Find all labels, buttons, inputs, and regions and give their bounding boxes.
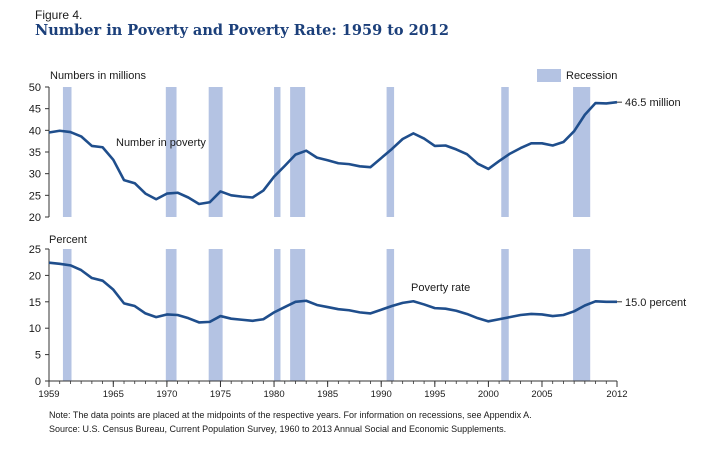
y-tick-label: 20: [29, 270, 41, 282]
recession-bar: [62, 87, 72, 217]
number-series-label: Number in poverty: [116, 137, 206, 149]
figure-title: Number in Poverty and Poverty Rate: 1959…: [35, 22, 449, 39]
recession-bar: [208, 249, 223, 381]
x-tick-label: 1970: [156, 389, 177, 400]
note-text: Note: The data points are placed at the …: [49, 410, 532, 420]
recession-bar: [274, 87, 281, 217]
recession-bar: [290, 249, 306, 381]
y-tick-label: 30: [29, 169, 41, 181]
x-tick-label: 1965: [103, 389, 124, 400]
y-tick-label: 15: [29, 297, 41, 309]
y-tick-label: 20: [29, 212, 41, 224]
recession-bar: [208, 87, 223, 217]
recession-bar: [573, 249, 591, 381]
recession-bar: [165, 87, 177, 217]
y-tick-label: 5: [35, 350, 41, 362]
recession-bar: [274, 249, 281, 381]
notes: Note: The data points are placed at the …: [49, 408, 532, 436]
recession-bar: [501, 87, 509, 217]
y-axis-title: Numbers in millions: [50, 70, 146, 82]
y-tick-label: 0: [35, 376, 41, 388]
rate-panel: 0 5 10 15 20 25 Percent Poverty rate 15.0 percen…: [29, 234, 686, 388]
x-tick-label: 2000: [478, 389, 499, 400]
y-tick-label: 45: [29, 104, 41, 116]
recession-legend: Recession: [537, 69, 617, 82]
rate-end-label: 15.0 percent: [625, 297, 686, 309]
y-tick-label: 25: [29, 190, 41, 202]
y-tick-label: 10: [29, 323, 41, 335]
source-text: Source: U.S. Census Bureau, Current Popu…: [49, 424, 507, 434]
y-axis-title: Percent: [49, 234, 87, 246]
y-tick-label: 50: [29, 82, 41, 94]
y-tick-label: 25: [29, 244, 41, 256]
recession-bar: [386, 249, 395, 381]
x-tick-label: 1990: [371, 389, 392, 400]
y-tick-label: 40: [29, 125, 41, 137]
figure-label: Figure 4.: [35, 8, 83, 22]
rate-series-label: Poverty rate: [411, 282, 470, 294]
x-tick-label: 2012: [606, 389, 627, 400]
x-tick-label: 1975: [210, 389, 231, 400]
recession-swatch: [537, 69, 561, 82]
x-tick-label: 2005: [531, 389, 552, 400]
x-tick-label: 1959: [38, 389, 59, 400]
x-tick-label: 1995: [424, 389, 445, 400]
number-panel: 20 25 30 35 40 45 50 Numbers in millions Number …: [29, 70, 681, 224]
y-tick-label: 35: [29, 147, 41, 159]
recession-bar: [62, 249, 72, 381]
rate-series-line: [48, 261, 617, 324]
number-series-line: [48, 100, 618, 206]
number-end-label: 46.5 million: [625, 97, 681, 109]
recession-bar: [501, 249, 509, 381]
x-tick-label: 1985: [317, 389, 338, 400]
recession-legend-label: Recession: [566, 70, 617, 82]
year-axis: 1959 1965 1970 1975 1980 1985 1990 1995 2000 2005…: [38, 380, 628, 400]
recession-bar: [290, 87, 306, 217]
x-tick-label: 1980: [263, 389, 284, 400]
recession-bar: [573, 87, 591, 217]
